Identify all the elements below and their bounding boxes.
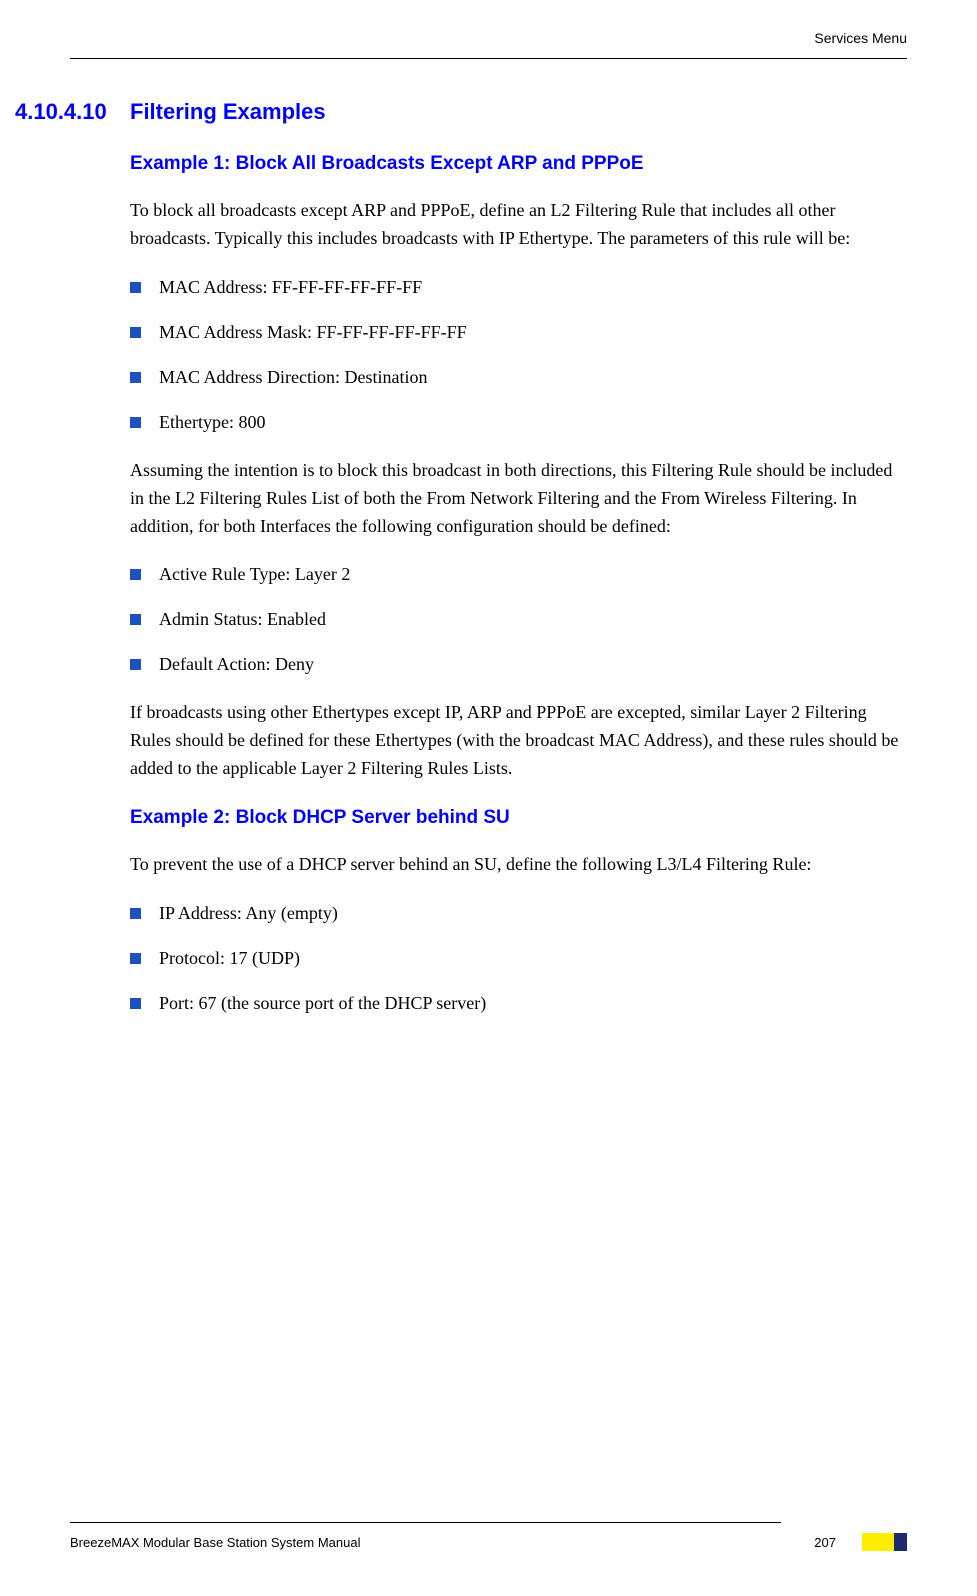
list-item: Port: 67 (the source port of the DHCP se… [130, 993, 907, 1014]
page-footer: BreezeMAX Modular Base Station System Ma… [70, 1522, 907, 1551]
page-container: Services Menu 4.10.4.10 Filtering Exampl… [0, 0, 977, 1596]
page-number: 207 [814, 1535, 836, 1550]
bullet-text: IP Address: Any (empty) [159, 903, 338, 924]
example1-bullets-1: MAC Address: FF-FF-FF-FF-FF-FF MAC Addre… [130, 277, 907, 433]
bullet-icon [130, 659, 141, 670]
footer-marker-inner-icon [894, 1533, 907, 1551]
bullet-icon [130, 908, 141, 919]
list-item: Ethertype: 800 [130, 412, 907, 433]
list-item: Default Action: Deny [130, 654, 907, 675]
bullet-text: Port: 67 (the source port of the DHCP se… [159, 993, 486, 1014]
section-number: 4.10.4.10 [15, 99, 130, 125]
bullet-text: Admin Status: Enabled [159, 609, 326, 630]
footer-row: BreezeMAX Modular Base Station System Ma… [70, 1533, 907, 1551]
example1-intro: To block all broadcasts except ARP and P… [130, 197, 907, 253]
bullet-text: MAC Address Mask: FF-FF-FF-FF-FF-FF [159, 322, 467, 343]
list-item: Protocol: 17 (UDP) [130, 948, 907, 969]
example1-middle-text: Assuming the intention is to block this … [130, 457, 907, 541]
bullet-text: Ethertype: 800 [159, 412, 265, 433]
example2-title: Example 2: Block DHCP Server behind SU [130, 807, 907, 829]
bullet-icon [130, 953, 141, 964]
bullet-text: Default Action: Deny [159, 654, 314, 675]
bullet-icon [130, 614, 141, 625]
bullet-text: Protocol: 17 (UDP) [159, 948, 300, 969]
header-right-text: Services Menu [814, 30, 907, 46]
bullet-icon [130, 372, 141, 383]
footer-right: 207 [814, 1533, 907, 1551]
bullet-icon [130, 569, 141, 580]
bullet-text: Active Rule Type: Layer 2 [159, 564, 350, 585]
list-item: MAC Address: FF-FF-FF-FF-FF-FF [130, 277, 907, 298]
example1-closing-text: If broadcasts using other Ethertypes exc… [130, 699, 907, 783]
bullet-text: MAC Address: FF-FF-FF-FF-FF-FF [159, 277, 422, 298]
bullet-icon [130, 417, 141, 428]
list-item: Active Rule Type: Layer 2 [130, 564, 907, 585]
section-title: Filtering Examples [130, 99, 326, 125]
footer-left-text: BreezeMAX Modular Base Station System Ma… [70, 1535, 360, 1550]
list-item: MAC Address Direction: Destination [130, 367, 907, 388]
bullet-icon [130, 998, 141, 1009]
example1-bullets-2: Active Rule Type: Layer 2 Admin Status: … [130, 564, 907, 675]
page-header: Services Menu [70, 0, 907, 59]
example2-intro: To prevent the use of a DHCP server behi… [130, 851, 907, 879]
example2-bullets: IP Address: Any (empty) Protocol: 17 (UD… [130, 903, 907, 1014]
bullet-icon [130, 327, 141, 338]
page-content: 4.10.4.10 Filtering Examples Example 1: … [70, 59, 907, 1014]
list-item: MAC Address Mask: FF-FF-FF-FF-FF-FF [130, 322, 907, 343]
list-item: Admin Status: Enabled [130, 609, 907, 630]
bullet-text: MAC Address Direction: Destination [159, 367, 427, 388]
footer-divider [70, 1522, 781, 1523]
list-item: IP Address: Any (empty) [130, 903, 907, 924]
example1-title: Example 1: Block All Broadcasts Except A… [130, 153, 907, 175]
footer-marker-icon [862, 1533, 907, 1551]
section-heading-row: 4.10.4.10 Filtering Examples [15, 99, 907, 125]
bullet-icon [130, 282, 141, 293]
